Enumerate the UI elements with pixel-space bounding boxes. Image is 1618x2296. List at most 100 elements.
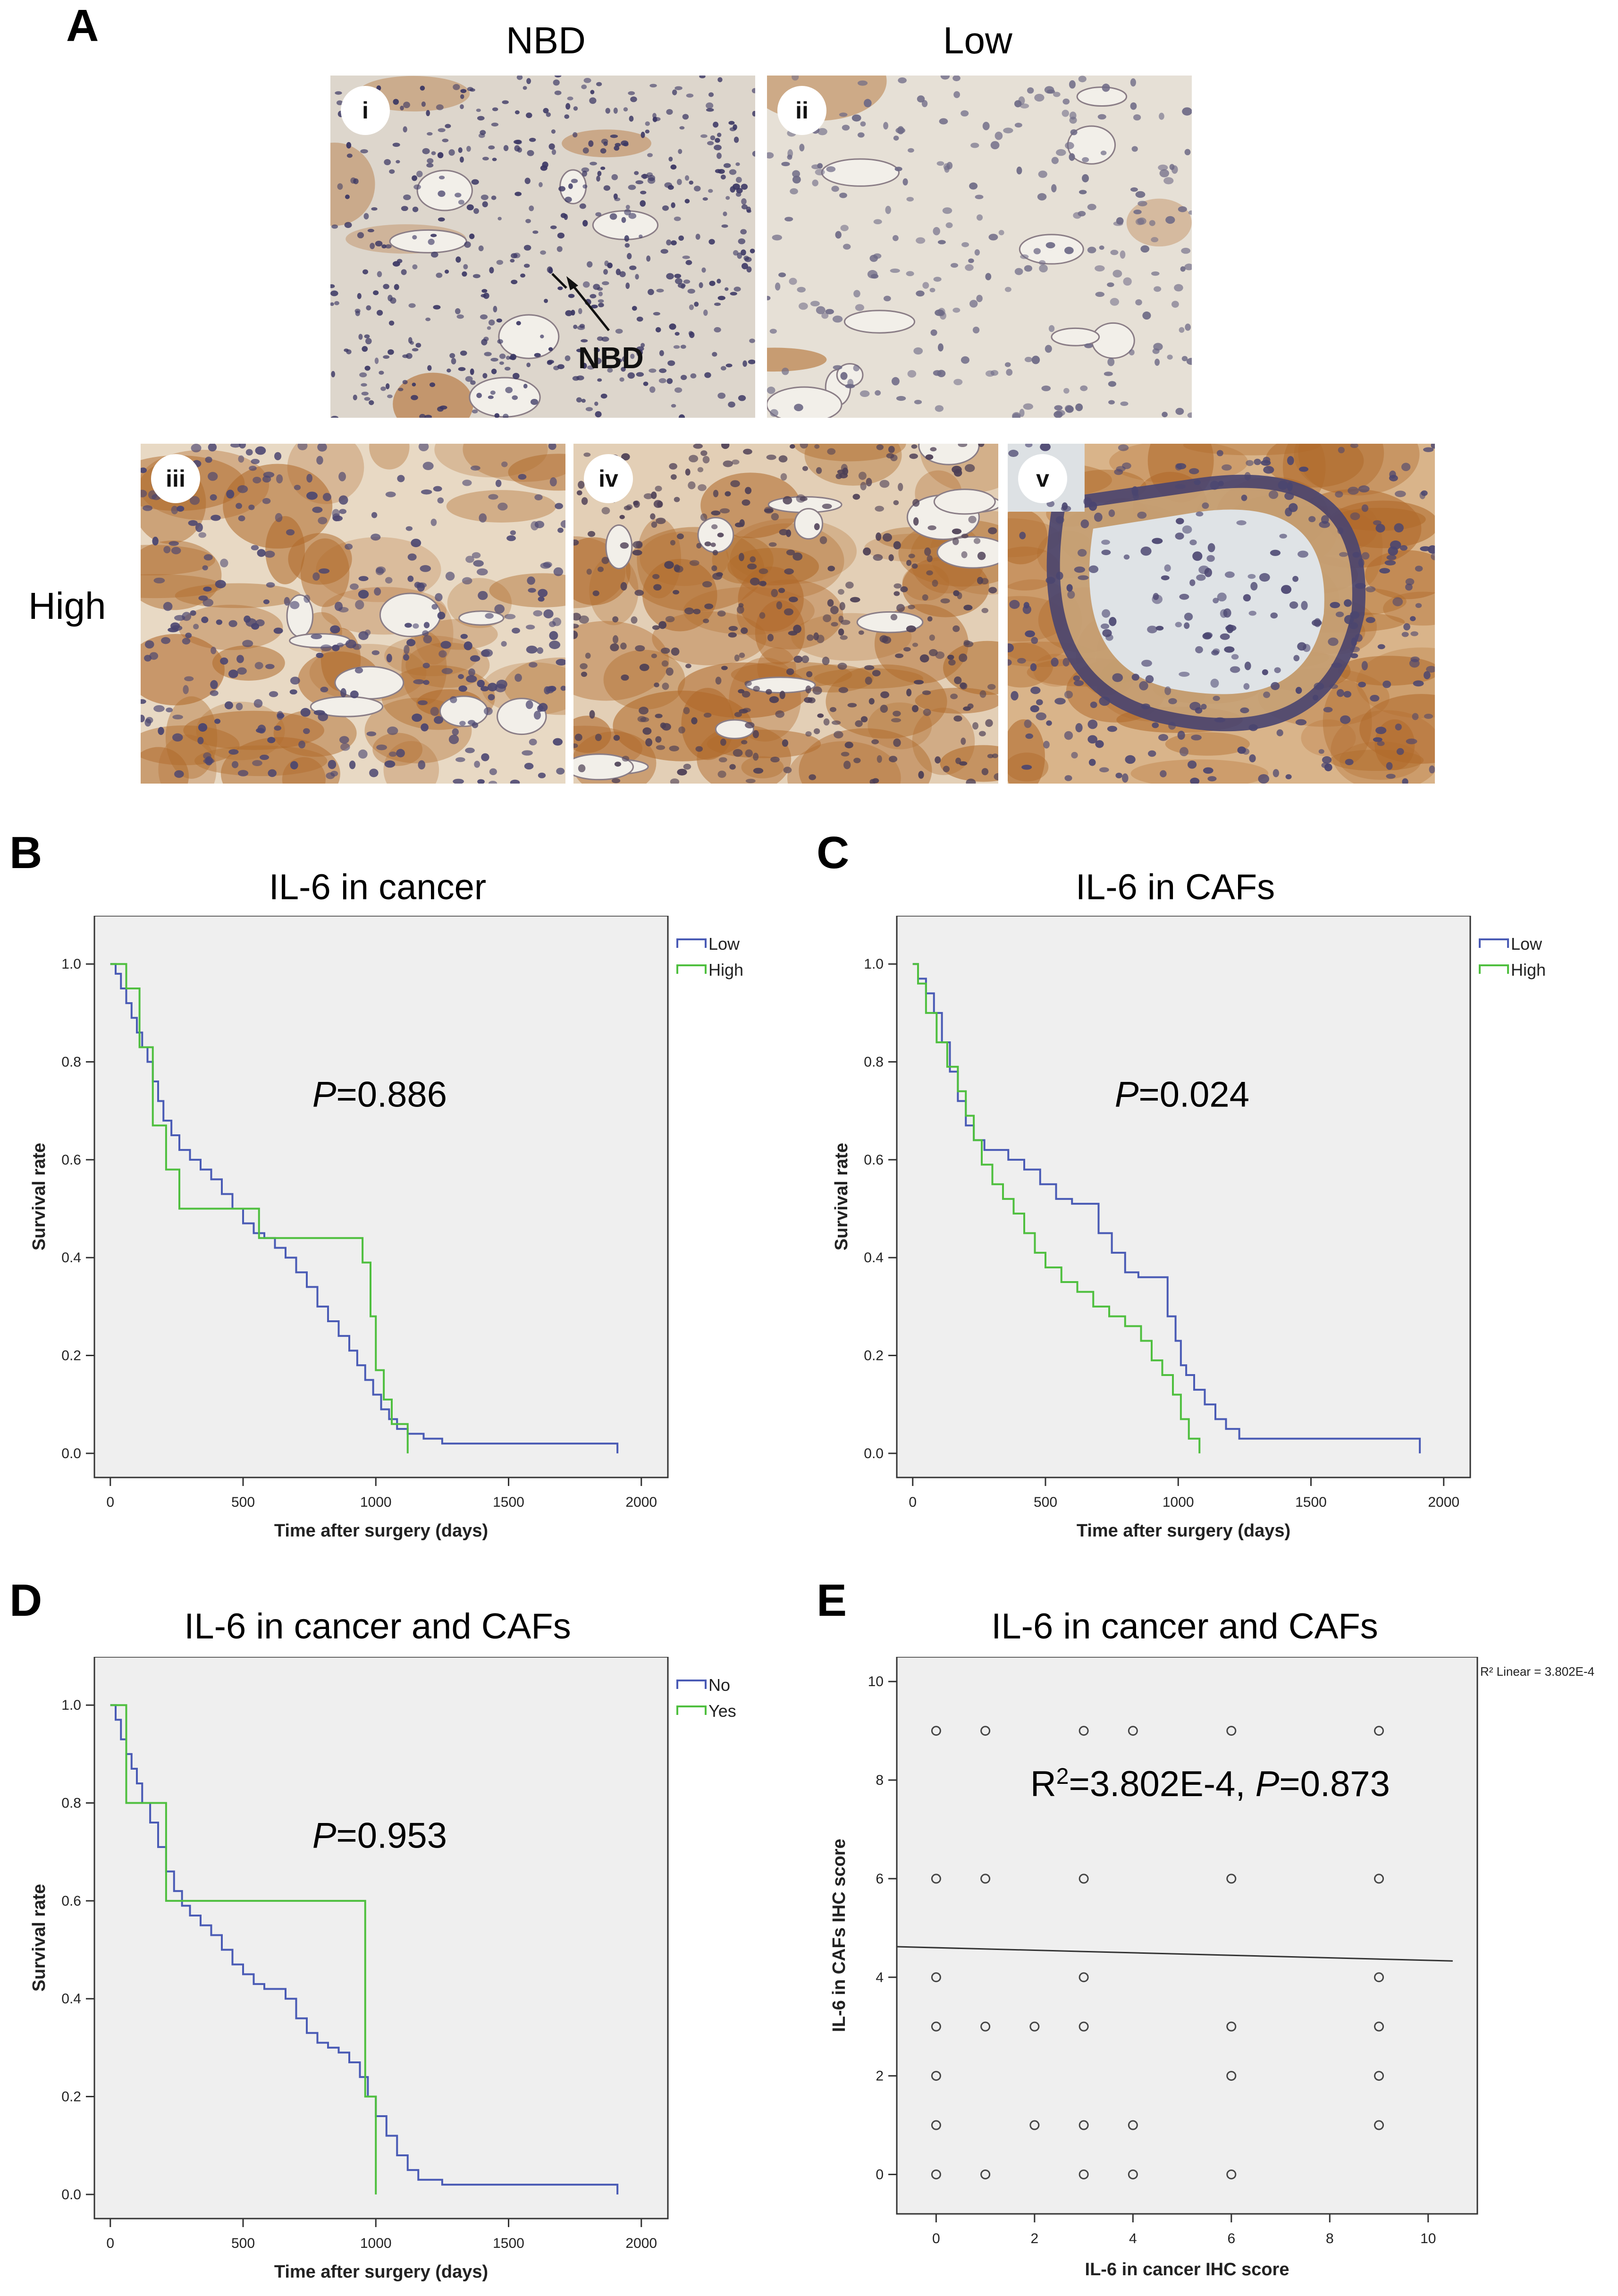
cell-nucleus	[1377, 644, 1385, 650]
cell-nucleus	[460, 633, 468, 639]
cell-nucleus	[471, 179, 479, 185]
cell-nucleus	[994, 773, 998, 781]
cell-nucleus	[1331, 662, 1342, 668]
dab-stain-patch	[1126, 198, 1192, 247]
cell-nucleus	[385, 577, 393, 584]
cell-nucleus	[658, 378, 666, 383]
cell-nucleus	[1297, 642, 1306, 651]
cell-nucleus	[1276, 729, 1283, 736]
cell-nucleus	[839, 112, 848, 117]
cell-nucleus	[935, 756, 941, 764]
cell-nucleus	[1140, 245, 1150, 253]
cell-nucleus	[1386, 774, 1396, 779]
cell-nucleus	[674, 566, 683, 573]
cell-nucleus	[262, 498, 271, 504]
cell-nucleus	[583, 452, 591, 457]
cell-nucleus	[655, 327, 661, 333]
cell-nucleus	[413, 623, 419, 629]
cell-nucleus	[510, 354, 517, 360]
cell-nucleus	[195, 523, 203, 532]
dab-stain-patch	[915, 688, 998, 714]
cell-nucleus	[1069, 80, 1076, 89]
cell-nucleus	[239, 444, 246, 449]
cell-nucleus	[491, 368, 497, 374]
cell-nucleus	[518, 473, 527, 480]
cell-nucleus	[460, 94, 464, 99]
cell-nucleus	[1431, 444, 1435, 449]
cell-nucleus	[1318, 749, 1324, 754]
cell-nucleus	[523, 245, 531, 251]
cell-nucleus	[540, 334, 544, 338]
cell-nucleus	[453, 778, 464, 784]
cell-nucleus	[636, 346, 644, 351]
cell-nucleus	[1243, 594, 1251, 602]
cell-nucleus	[1358, 558, 1365, 568]
data-point	[1128, 2120, 1138, 2130]
dab-stain-patch	[902, 557, 989, 617]
cell-nucleus	[346, 142, 352, 149]
cell-nucleus	[770, 409, 778, 417]
cell-nucleus	[267, 737, 276, 743]
cell-nucleus	[462, 271, 467, 277]
cell-nucleus	[418, 760, 426, 770]
cell-nucleus	[1217, 592, 1227, 602]
cell-nucleus	[671, 647, 680, 656]
cell-nucleus	[141, 699, 146, 704]
cell-nucleus	[316, 652, 324, 658]
cell-nucleus	[481, 753, 489, 761]
cell-nucleus	[1017, 658, 1026, 664]
x-axis-label: IL-6 in cancer IHC score	[1085, 2260, 1289, 2279]
cell-nucleus	[893, 738, 901, 747]
cell-nucleus	[290, 601, 300, 609]
cell-nucleus	[1088, 759, 1096, 766]
cell-nucleus	[665, 616, 675, 623]
cell-nucleus	[613, 734, 620, 741]
cell-nucleus	[1211, 650, 1219, 656]
cell-nucleus	[841, 751, 850, 757]
cell-nucleus	[470, 655, 480, 662]
cell-nucleus	[685, 260, 692, 265]
cell-nucleus	[742, 263, 749, 270]
data-point	[1226, 1874, 1237, 1884]
cell-nucleus	[1250, 582, 1258, 591]
cell-nucleus	[437, 497, 444, 504]
cell-nucleus	[855, 304, 864, 311]
cell-nucleus	[560, 520, 565, 528]
cell-nucleus	[635, 274, 639, 280]
cell-nucleus	[482, 373, 488, 379]
cell-nucleus	[876, 444, 884, 450]
cell-nucleus	[481, 289, 488, 293]
cell-nucleus	[1231, 654, 1239, 660]
cell-nucleus	[379, 371, 384, 375]
cell-nucleus	[630, 96, 637, 102]
cell-nucleus	[895, 653, 904, 658]
cell-nucleus	[652, 625, 660, 630]
cell-nucleus	[720, 366, 726, 371]
cell-nucleus	[163, 546, 171, 554]
data-point	[980, 1874, 991, 1884]
dab-stain-patch	[141, 540, 222, 610]
nbd-arrow-head	[566, 276, 578, 290]
legend-swatch-no	[676, 1680, 707, 1689]
cell-nucleus	[423, 680, 430, 685]
cell-nucleus	[693, 608, 701, 615]
cell-nucleus	[943, 766, 950, 772]
cell-nucleus	[733, 136, 739, 143]
cell-nucleus	[750, 556, 756, 563]
cell-nucleus	[1087, 246, 1096, 253]
cell-nucleus	[438, 176, 445, 180]
x-tick-label: 4	[1129, 2231, 1137, 2246]
cell-nucleus	[715, 138, 720, 143]
cell-nucleus	[637, 716, 647, 722]
cell-nucleus	[251, 459, 260, 464]
y-tick-label: 0.8	[864, 1055, 884, 1070]
cell-nucleus	[144, 718, 152, 727]
cell-nucleus	[689, 560, 699, 566]
cell-nucleus	[406, 353, 413, 359]
cell-nucleus	[1236, 520, 1247, 525]
cell-nucleus	[353, 178, 359, 185]
cell-nucleus	[371, 650, 380, 655]
cell-nucleus	[958, 444, 968, 447]
cell-nucleus	[863, 547, 871, 556]
cell-nucleus	[425, 317, 431, 321]
